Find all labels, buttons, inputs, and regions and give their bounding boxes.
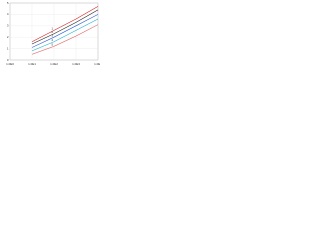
x-tick-label: 1.0E1 xyxy=(28,62,36,66)
y-tick-label: 4 xyxy=(7,12,9,16)
series-line xyxy=(31,24,99,55)
series-line xyxy=(31,6,99,43)
series-label: 5 xyxy=(51,43,53,47)
x-tick-label: 1.0E0 xyxy=(6,62,14,66)
y-tick-label: 5 xyxy=(7,1,9,5)
x-tick-label: 1.0E4 xyxy=(94,62,100,66)
series-line xyxy=(31,9,99,45)
y-tick-label: 0 xyxy=(7,58,9,62)
x-tick-label: 1.0E3 xyxy=(72,62,80,66)
series-label: 3 xyxy=(51,33,53,37)
y-tick-label: 1 xyxy=(7,46,9,50)
x-tick-label: 1.0E2 xyxy=(50,62,58,66)
y-tick-label: 2 xyxy=(7,35,9,39)
series-label: 4 xyxy=(51,38,53,42)
series-line xyxy=(31,18,99,52)
series-label: 2 xyxy=(51,30,53,34)
y-tick-label: 3 xyxy=(7,24,9,28)
series-label: 1 xyxy=(51,27,53,31)
series-line xyxy=(31,14,99,48)
